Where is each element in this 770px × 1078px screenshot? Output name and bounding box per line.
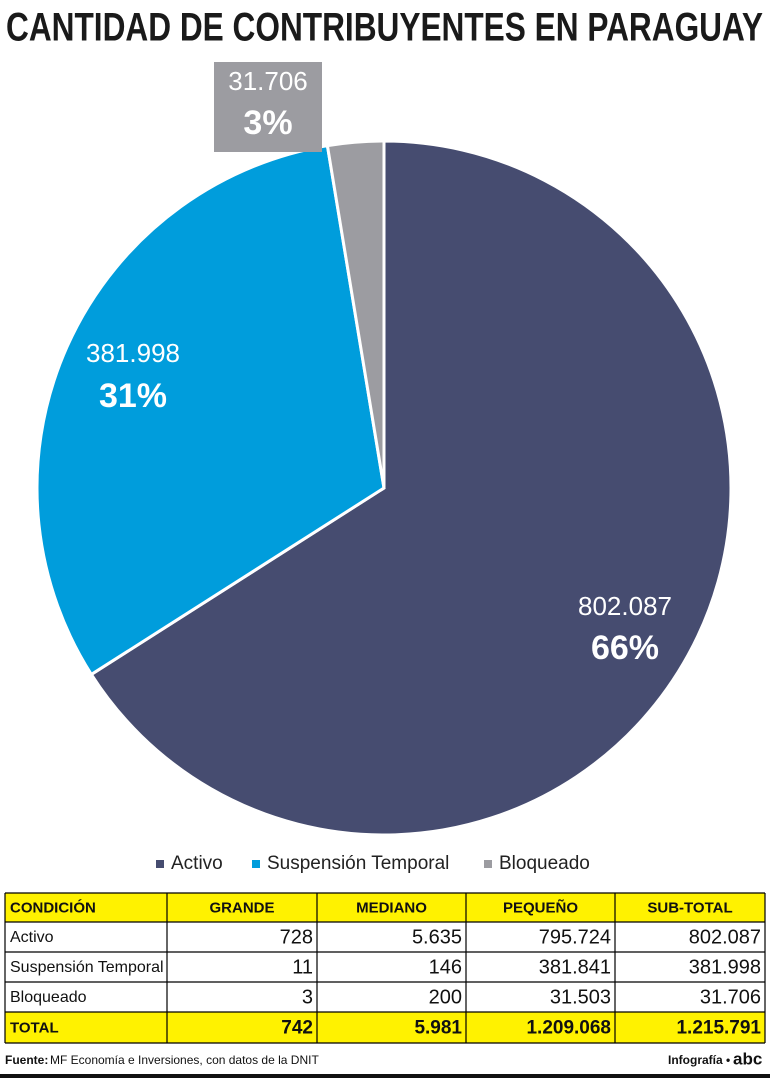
table-cell: 11 — [292, 956, 313, 978]
table-cell: Bloqueado — [10, 989, 87, 1006]
table-cell: 381.841 — [539, 956, 611, 978]
legend-label: Suspensión Temporal — [267, 853, 449, 874]
table-cell: TOTAL — [10, 1019, 59, 1036]
percent-label: 66% — [591, 629, 659, 667]
table-cell: 381.998 — [689, 956, 761, 978]
table-cell: 742 — [281, 1018, 313, 1039]
table-cell: 1.209.068 — [526, 1018, 611, 1039]
value-label: 802.087 — [578, 591, 672, 621]
table-cell: Suspensión Temporal — [10, 959, 164, 976]
chart-title: CANTIDAD DE CONTRIBUYENTES EN PARAGUAY — [6, 6, 763, 50]
table-cell: 5.635 — [412, 926, 462, 948]
table-header: CONDICIÓN — [10, 898, 96, 916]
table-cell: 146 — [429, 956, 462, 978]
source-label: Fuente: — [5, 1053, 48, 1067]
value-label: 381.998 — [86, 338, 180, 368]
table-header: SUB-TOTAL — [647, 899, 732, 916]
legend-label: Bloqueado — [499, 853, 590, 874]
logo: abc — [733, 1049, 762, 1068]
bottom-bar — [0, 1074, 770, 1078]
table-header: PEQUEÑO — [503, 898, 578, 916]
pie-slice — [89, 139, 733, 837]
percent-label: 3% — [243, 104, 292, 142]
percent-label: 31% — [99, 377, 167, 415]
table-row-bg — [5, 893, 765, 922]
legend-swatch — [252, 860, 260, 868]
legend-swatch — [484, 860, 492, 868]
legend-label: Activo — [171, 853, 223, 874]
credit: Infografía • — [668, 1053, 730, 1067]
table-cell: 5.981 — [414, 1018, 462, 1039]
value-label: 31.706 — [228, 66, 308, 96]
table-cell: 200 — [429, 986, 462, 1008]
table-header: GRANDE — [209, 899, 274, 916]
table-cell: 728 — [280, 926, 313, 948]
source: MF Economía e Inversiones, con datos de … — [50, 1053, 319, 1067]
table-cell: 31.503 — [550, 986, 611, 1008]
pie-slice — [325, 139, 386, 489]
table-cell: 795.724 — [539, 926, 611, 948]
table-header: MEDIANO — [356, 899, 427, 916]
legend-swatch — [156, 860, 164, 868]
table-cell: 31.706 — [700, 986, 761, 1008]
table-cell: Activo — [10, 929, 54, 946]
pie-slice — [35, 143, 386, 677]
table-cell: 1.215.791 — [676, 1018, 761, 1039]
table-cell: 802.087 — [689, 926, 761, 948]
table-cell: 3 — [302, 986, 313, 1008]
label-box — [214, 62, 322, 152]
table-row-bg — [5, 1012, 765, 1043]
